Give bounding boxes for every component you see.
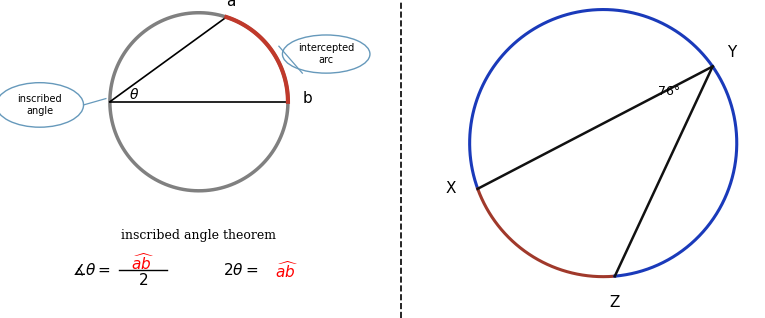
Text: $2\theta=$: $2\theta=$ (223, 262, 258, 278)
Text: Z: Z (610, 295, 620, 310)
Text: Y: Y (727, 45, 736, 60)
Text: $2$: $2$ (138, 272, 148, 288)
Text: inscribed
angle: inscribed angle (18, 94, 62, 116)
Text: X: X (446, 181, 456, 196)
Text: $\widehat{ab}$: $\widehat{ab}$ (132, 252, 155, 273)
Text: $\widehat{ab}$: $\widehat{ab}$ (275, 260, 298, 281)
Text: b: b (303, 91, 313, 106)
Text: 76°: 76° (659, 86, 681, 99)
Text: θ: θ (129, 88, 138, 102)
Text: $\measuredangle\theta=$: $\measuredangle\theta=$ (72, 262, 111, 279)
Text: a: a (226, 0, 235, 9)
Text: inscribed angle theorem: inscribed angle theorem (122, 229, 276, 242)
Text: intercepted
arc: intercepted arc (298, 43, 354, 65)
